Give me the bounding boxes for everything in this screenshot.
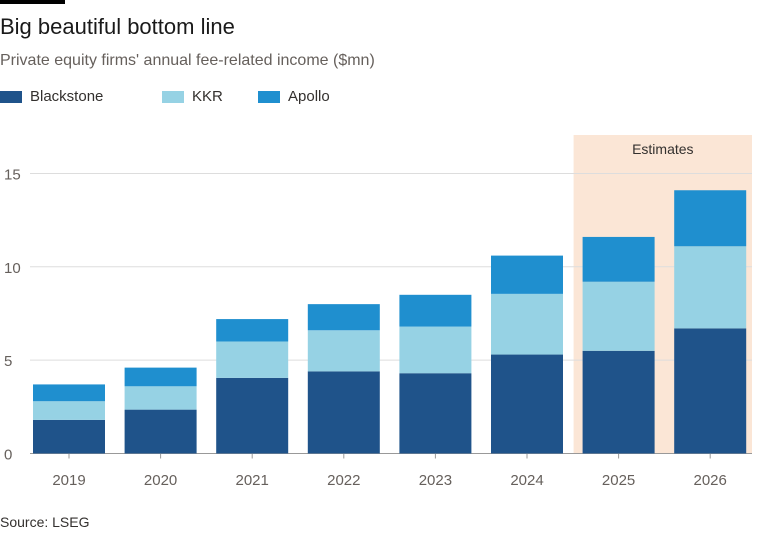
x-tick-label: 2024 — [510, 472, 543, 489]
bar-apollo-2023 — [399, 294, 472, 327]
legend-swatch — [162, 90, 184, 103]
brand-bar — [0, 0, 65, 4]
bar-blackstone-2022 — [307, 371, 380, 454]
source-note: Source: LSEG — [0, 514, 90, 530]
bar-apollo-2021 — [216, 319, 289, 342]
bar-apollo-2019 — [33, 384, 105, 402]
y-tick-label: 10 — [4, 260, 21, 277]
bar-blackstone-2026 — [674, 328, 747, 454]
x-tick-label: 2019 — [52, 472, 85, 489]
estimates-label: Estimates — [632, 141, 693, 157]
legend-item-blackstone: Blackstone — [0, 88, 162, 105]
legend: Blackstone KKR Apollo — [0, 88, 330, 105]
bar-kkr-2021 — [216, 341, 289, 378]
bar-kkr-2023 — [399, 326, 472, 374]
legend-swatch — [258, 90, 280, 103]
x-tick-label: 2021 — [236, 472, 269, 489]
bar-kkr-2022 — [307, 330, 380, 372]
bar-blackstone-2019 — [33, 419, 105, 454]
x-tick-label: 2026 — [694, 472, 727, 489]
bar-kkr-2025 — [582, 281, 655, 351]
bar-kkr-2019 — [33, 401, 105, 420]
bar-blackstone-2024 — [491, 354, 563, 454]
bar-blackstone-2023 — [399, 373, 472, 454]
x-tick-label: 2023 — [419, 472, 452, 489]
bar-kkr-2020 — [124, 386, 197, 410]
bar-kkr-2026 — [674, 246, 747, 329]
bar-apollo-2020 — [124, 367, 197, 387]
bar-blackstone-2020 — [124, 409, 197, 454]
legend-label: Blackstone — [30, 88, 104, 105]
x-tick-label: 2020 — [144, 472, 177, 489]
bar-blackstone-2025 — [582, 350, 655, 454]
legend-item-apollo: Apollo — [258, 88, 330, 105]
bar-blackstone-2021 — [216, 377, 289, 454]
chart-subtitle: Private equity firms' annual fee-related… — [0, 52, 375, 69]
legend-item-kkr: KKR — [162, 88, 258, 105]
legend-swatch — [0, 90, 22, 103]
bar-apollo-2022 — [307, 304, 380, 331]
bar-kkr-2024 — [491, 293, 563, 355]
y-tick-label: 0 — [4, 447, 12, 464]
x-tick-label: 2025 — [602, 472, 635, 489]
bar-apollo-2026 — [674, 190, 747, 247]
legend-label: KKR — [192, 88, 223, 105]
legend-label: Apollo — [288, 88, 330, 105]
chart-title: Big beautiful bottom line — [0, 14, 235, 39]
x-tick-label: 2022 — [327, 472, 360, 489]
bar-apollo-2024 — [491, 255, 563, 294]
y-tick-label: 5 — [4, 353, 12, 370]
bar-apollo-2025 — [582, 236, 655, 282]
y-tick-label: 15 — [4, 166, 21, 183]
